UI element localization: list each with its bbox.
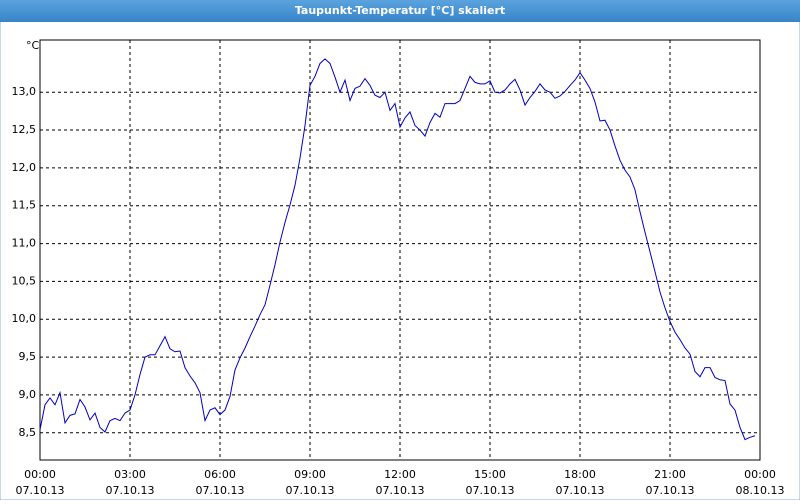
- x-tick-label: 12:00: [384, 468, 416, 481]
- data-line: [39, 58, 756, 441]
- x-tick-date: 07.10.13: [466, 484, 515, 497]
- x-tick-date: 07.10.13: [556, 484, 605, 497]
- x-tick-label: 03:00: [114, 468, 146, 481]
- x-tick-label: 09:00: [294, 468, 326, 481]
- y-tick-label: 12,0: [12, 161, 37, 174]
- x-tick-label: 00:00: [24, 468, 56, 481]
- x-tick-date: 07.10.13: [646, 484, 695, 497]
- x-tick-label: 00:00: [744, 468, 776, 481]
- x-tick-label: 18:00: [564, 468, 596, 481]
- y-tick-label: 9,0: [19, 388, 37, 401]
- y-axis-label: °C: [26, 39, 40, 52]
- y-tick-label: 8,5: [19, 426, 37, 439]
- y-tick-label: 11,0: [12, 237, 37, 250]
- y-tick-label: 10,0: [12, 312, 37, 325]
- x-tick-label: 21:00: [654, 468, 686, 481]
- x-tick-label: 15:00: [474, 468, 506, 481]
- y-tick-label: 11,5: [12, 199, 37, 212]
- x-tick-date: 07.10.13: [16, 484, 65, 497]
- title-bar: [0, 0, 800, 22]
- chart-title: Taupunkt-Temperatur [°C] skaliert: [295, 4, 505, 17]
- y-tick-label: 9,5: [19, 350, 37, 363]
- x-tick-date: 07.10.13: [106, 484, 155, 497]
- x-tick-date: 07.10.13: [376, 484, 425, 497]
- x-tick-label: 06:00: [204, 468, 236, 481]
- x-tick-date: 07.10.13: [196, 484, 245, 497]
- y-tick-label: 12,5: [12, 123, 37, 136]
- y-tick-label: 10,5: [12, 274, 37, 287]
- x-tick-date: 07.10.13: [286, 484, 335, 497]
- x-tick-date: 08.10.13: [736, 484, 785, 497]
- y-tick-label: 13,0: [12, 85, 37, 98]
- plot-frame: [39, 39, 761, 461]
